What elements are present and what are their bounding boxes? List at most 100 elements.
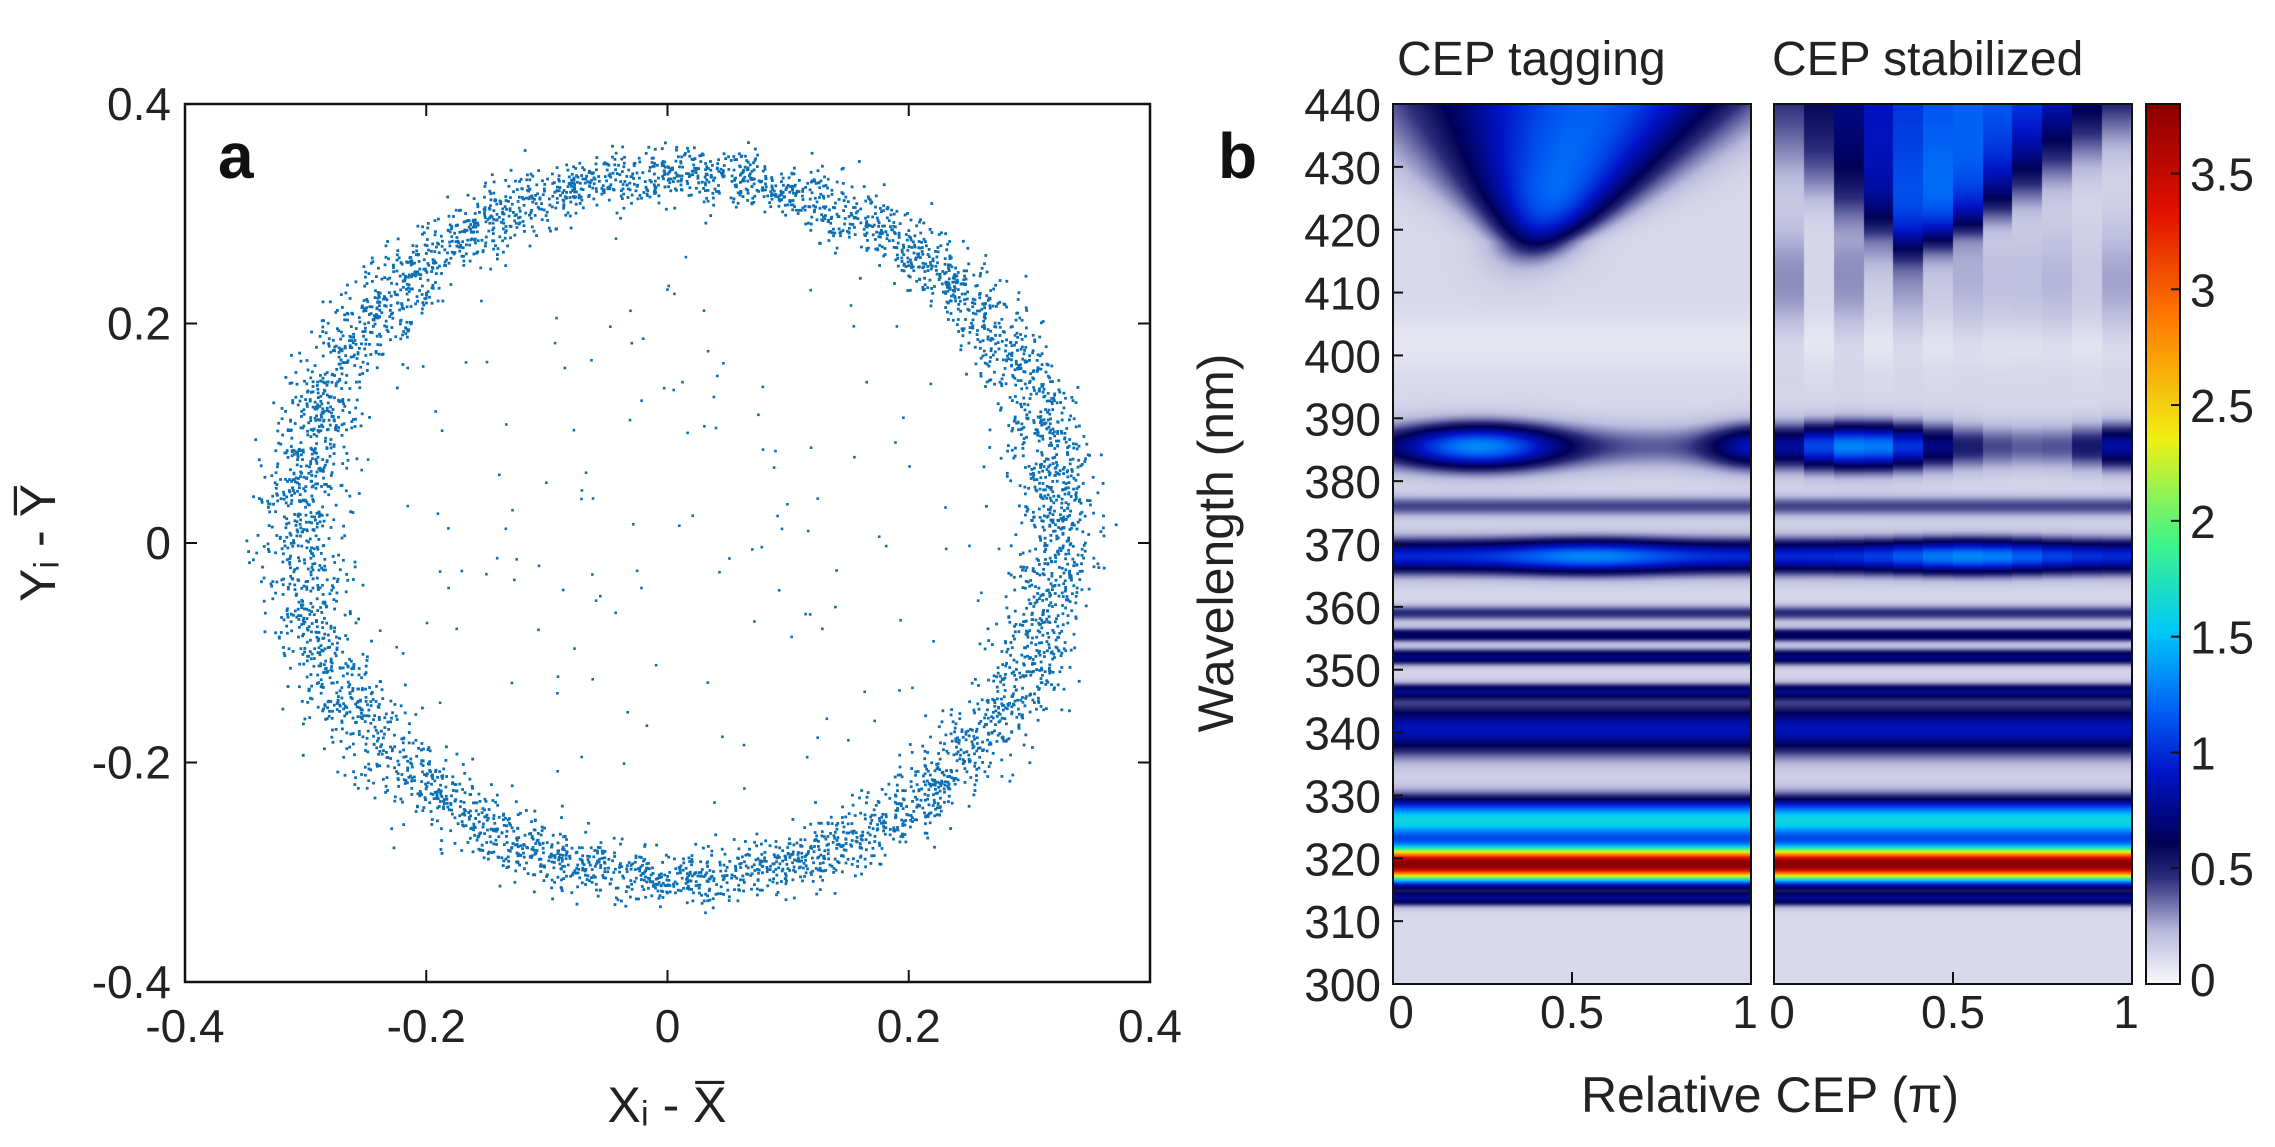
scatter-point <box>394 714 398 718</box>
scatter-point <box>690 193 693 197</box>
scatter-point <box>895 783 899 787</box>
scatter-point <box>855 836 859 839</box>
scatter-point <box>1050 519 1054 523</box>
scatter-point <box>660 147 664 150</box>
scatter-point <box>322 466 326 469</box>
scatter-point <box>1024 695 1028 698</box>
scatter-point <box>1025 386 1029 390</box>
scatter-point <box>354 621 358 625</box>
scatter-point <box>530 194 534 198</box>
scatter-point <box>666 875 669 878</box>
scatter-point <box>309 556 313 560</box>
scatter-point <box>483 206 487 209</box>
scatter-point <box>455 752 459 756</box>
scatter-point <box>1051 521 1055 525</box>
scatter-point <box>968 326 972 329</box>
scatter-point <box>309 570 313 574</box>
scatter-point <box>989 289 993 292</box>
scatter-point <box>898 753 902 757</box>
scatter-point <box>634 897 638 901</box>
scatter-point <box>739 862 743 865</box>
scatter-point <box>704 189 707 192</box>
scatter-point <box>1045 589 1049 593</box>
scatter-point <box>935 255 939 259</box>
scatter-point <box>963 274 966 278</box>
scatter-point <box>601 874 605 877</box>
scatter-point <box>702 187 705 190</box>
scatter-point <box>1039 476 1043 480</box>
scatter-point <box>362 334 365 338</box>
scatter-point <box>1025 566 1029 569</box>
scatter-point <box>1048 666 1051 670</box>
scatter-point <box>1077 458 1081 462</box>
scatter-point <box>613 163 617 167</box>
scatter-point <box>525 809 528 812</box>
scatter-point <box>365 282 369 285</box>
scatter-point <box>356 786 360 790</box>
scatter-point <box>880 847 884 850</box>
scatter-point <box>357 492 361 495</box>
scatter-point <box>325 513 329 517</box>
scatter-point <box>1020 387 1024 391</box>
scatter-point <box>414 274 417 278</box>
scatter-point <box>874 212 877 215</box>
scatter-point <box>1012 670 1016 674</box>
scatter-point <box>321 425 325 429</box>
scatter-point <box>817 855 821 859</box>
scatter-point <box>407 775 411 779</box>
scatter-point <box>295 528 299 532</box>
scatter-point <box>300 410 304 413</box>
scatter-point <box>756 153 760 157</box>
scatter-point <box>1050 560 1054 564</box>
scatter-point <box>290 612 293 616</box>
scatter-point <box>507 849 510 852</box>
scatter-point <box>309 551 313 555</box>
scatter-point <box>888 797 892 800</box>
scatter-point <box>602 876 605 880</box>
scatter-point <box>975 727 979 731</box>
scatter-point <box>669 189 673 193</box>
scatter-point <box>1019 675 1022 679</box>
scatter-point <box>302 584 306 588</box>
scatter-point <box>699 160 703 163</box>
scatter-point <box>951 720 955 724</box>
scatter-point <box>746 853 750 856</box>
scatter-point <box>1057 472 1061 476</box>
scatter-point <box>463 228 467 232</box>
scatter-point <box>1061 546 1065 550</box>
scatter-point <box>1099 453 1103 457</box>
scatter-point <box>497 835 501 839</box>
scatter-point <box>466 238 470 242</box>
scatter-point <box>587 171 591 174</box>
scatter-point <box>957 296 961 299</box>
scatter-point <box>830 864 834 868</box>
scatter-point <box>949 713 953 717</box>
scatter-point <box>932 793 935 797</box>
scatter-point <box>1043 670 1047 674</box>
scatter-point <box>739 190 742 194</box>
scatter-point <box>961 329 965 332</box>
scatter-point <box>952 753 956 757</box>
scatter-point <box>624 904 628 908</box>
scatter-point <box>660 161 664 165</box>
scatter-point <box>383 716 387 720</box>
scatter-point <box>562 203 566 206</box>
scatter-point <box>530 847 534 851</box>
scatter-point <box>675 148 678 152</box>
scatter-point <box>778 862 782 866</box>
scatter-point <box>908 743 912 746</box>
scatter-point <box>321 709 325 713</box>
scatter-point <box>325 717 329 721</box>
scatter-point <box>633 868 637 871</box>
scatter-point <box>316 403 320 407</box>
scatter-point <box>1069 474 1073 478</box>
scatter-point <box>965 770 969 774</box>
scatter-point <box>1045 515 1049 519</box>
scatter-point <box>847 812 851 816</box>
scatter-point <box>507 184 511 188</box>
scatter-point <box>1066 598 1070 602</box>
scatter-point <box>640 856 643 859</box>
scatter-point <box>384 244 388 248</box>
scatter-point <box>674 867 678 871</box>
scatter-point <box>315 384 319 387</box>
